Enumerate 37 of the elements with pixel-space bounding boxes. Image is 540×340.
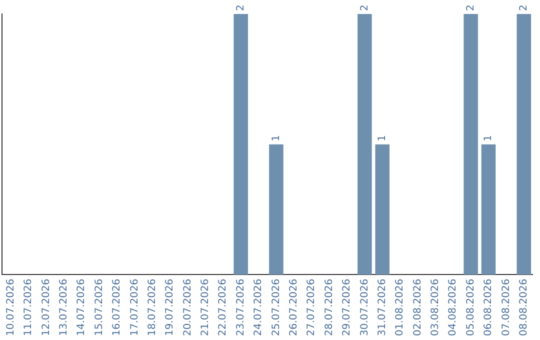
x-tick-label: 02.08.2026 xyxy=(412,278,424,336)
x-tick-label: 30.07.2026 xyxy=(359,278,370,336)
x-tick-label: 17.07.2026 xyxy=(129,278,140,336)
x-tick-label: 08.08.2026 xyxy=(518,278,530,336)
x-tick-label: 29.07.2026 xyxy=(342,278,353,336)
x-tick-label: 24.07.2026 xyxy=(253,278,264,336)
data-label: 2 xyxy=(518,4,530,11)
x-tick-label: 01.08.2026 xyxy=(394,278,406,336)
x-tick-label: 19.07.2026 xyxy=(164,278,176,336)
data-label: 2 xyxy=(235,4,246,11)
x-tick-label: 11.07.2026 xyxy=(23,278,34,336)
x-tick-label: 28.07.2026 xyxy=(324,278,335,336)
x-tick-label: 15.07.2026 xyxy=(94,278,105,336)
x-tick-label: 20.07.2026 xyxy=(182,278,194,336)
data-label: 1 xyxy=(270,134,282,142)
x-tick-label: 10.07.2026 xyxy=(5,278,16,336)
x-tick-label: 06.08.2026 xyxy=(483,278,494,336)
data-label: 1 xyxy=(483,134,494,142)
x-tick-label: 13.07.2026 xyxy=(58,278,70,336)
x-tick-label: 05.08.2026 xyxy=(465,278,476,336)
x-tick-label: 03.08.2026 xyxy=(430,278,442,336)
x-tick-label: 14.07.2026 xyxy=(76,278,88,336)
x-tick-label: 27.07.2026 xyxy=(306,278,318,336)
data-label: 1 xyxy=(376,134,388,142)
x-tick-label: 12.07.2026 xyxy=(40,278,52,336)
x-tick-label: 16.07.2026 xyxy=(112,278,123,336)
x-tick-label: 18.07.2026 xyxy=(146,278,158,336)
x-tick-label: 26.07.2026 xyxy=(288,278,300,336)
data-label: 2 xyxy=(465,4,476,11)
x-tick-label: 25.07.2026 xyxy=(270,278,282,336)
x-tick-label: 22.07.2026 xyxy=(218,278,229,336)
x-tick-label: 21.07.2026 xyxy=(200,278,212,336)
x-tick-label: 07.08.2026 xyxy=(500,278,512,336)
x-tick-label: 23.07.2026 xyxy=(235,278,246,336)
x-tick-label: 04.08.2026 xyxy=(448,278,459,336)
data-label: 2 xyxy=(359,4,370,11)
x-tick-label: 31.07.2026 xyxy=(376,278,388,336)
